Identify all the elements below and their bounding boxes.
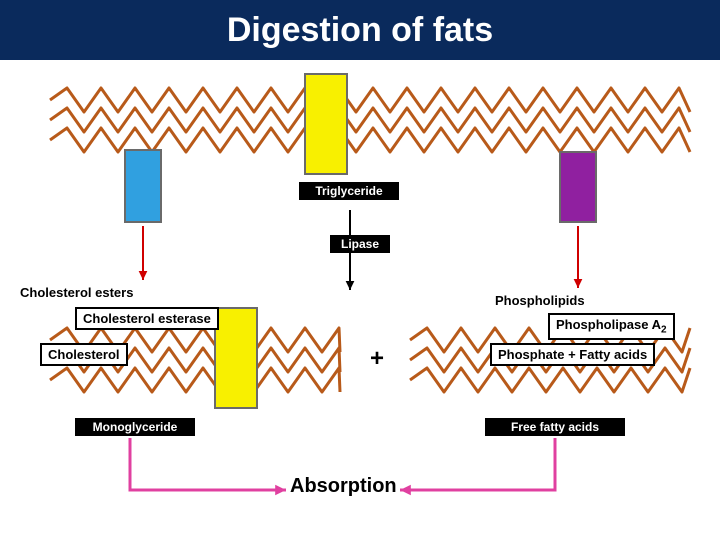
diagram-svg: Triglyceride Lipase Monoglyceride + Free fat… bbox=[0, 60, 720, 540]
title-bar: Digestion of fats bbox=[0, 0, 720, 60]
phospholipase-sub: 2 bbox=[661, 325, 667, 336]
svg-text:Free fatty acids: Free fatty acids bbox=[511, 420, 599, 434]
svg-text:Lipase: Lipase bbox=[341, 237, 379, 251]
label-cholesterol: Cholesterol bbox=[40, 343, 128, 366]
page-title: Digestion of fats bbox=[227, 11, 493, 50]
svg-text:Triglyceride: Triglyceride bbox=[315, 184, 383, 198]
label-phosphate-fa: Phosphate + Fatty acids bbox=[490, 343, 655, 366]
svg-text:Absorption: Absorption bbox=[290, 475, 397, 497]
label-phospholipase: Phospholipase A2 bbox=[548, 313, 675, 340]
label-cholesterol-esterase: Cholesterol esterase bbox=[75, 307, 219, 330]
label-cholesterol-esters: Cholesterol esters bbox=[20, 285, 133, 300]
diagram-canvas: Triglyceride Lipase Monoglyceride + Free fat… bbox=[0, 60, 720, 540]
svg-text:Monoglyceride: Monoglyceride bbox=[93, 420, 178, 434]
svg-text:+: + bbox=[370, 345, 384, 372]
phospholipase-text: Phospholipase A bbox=[556, 317, 661, 332]
label-phospholipids: Phospholipids bbox=[495, 293, 585, 308]
